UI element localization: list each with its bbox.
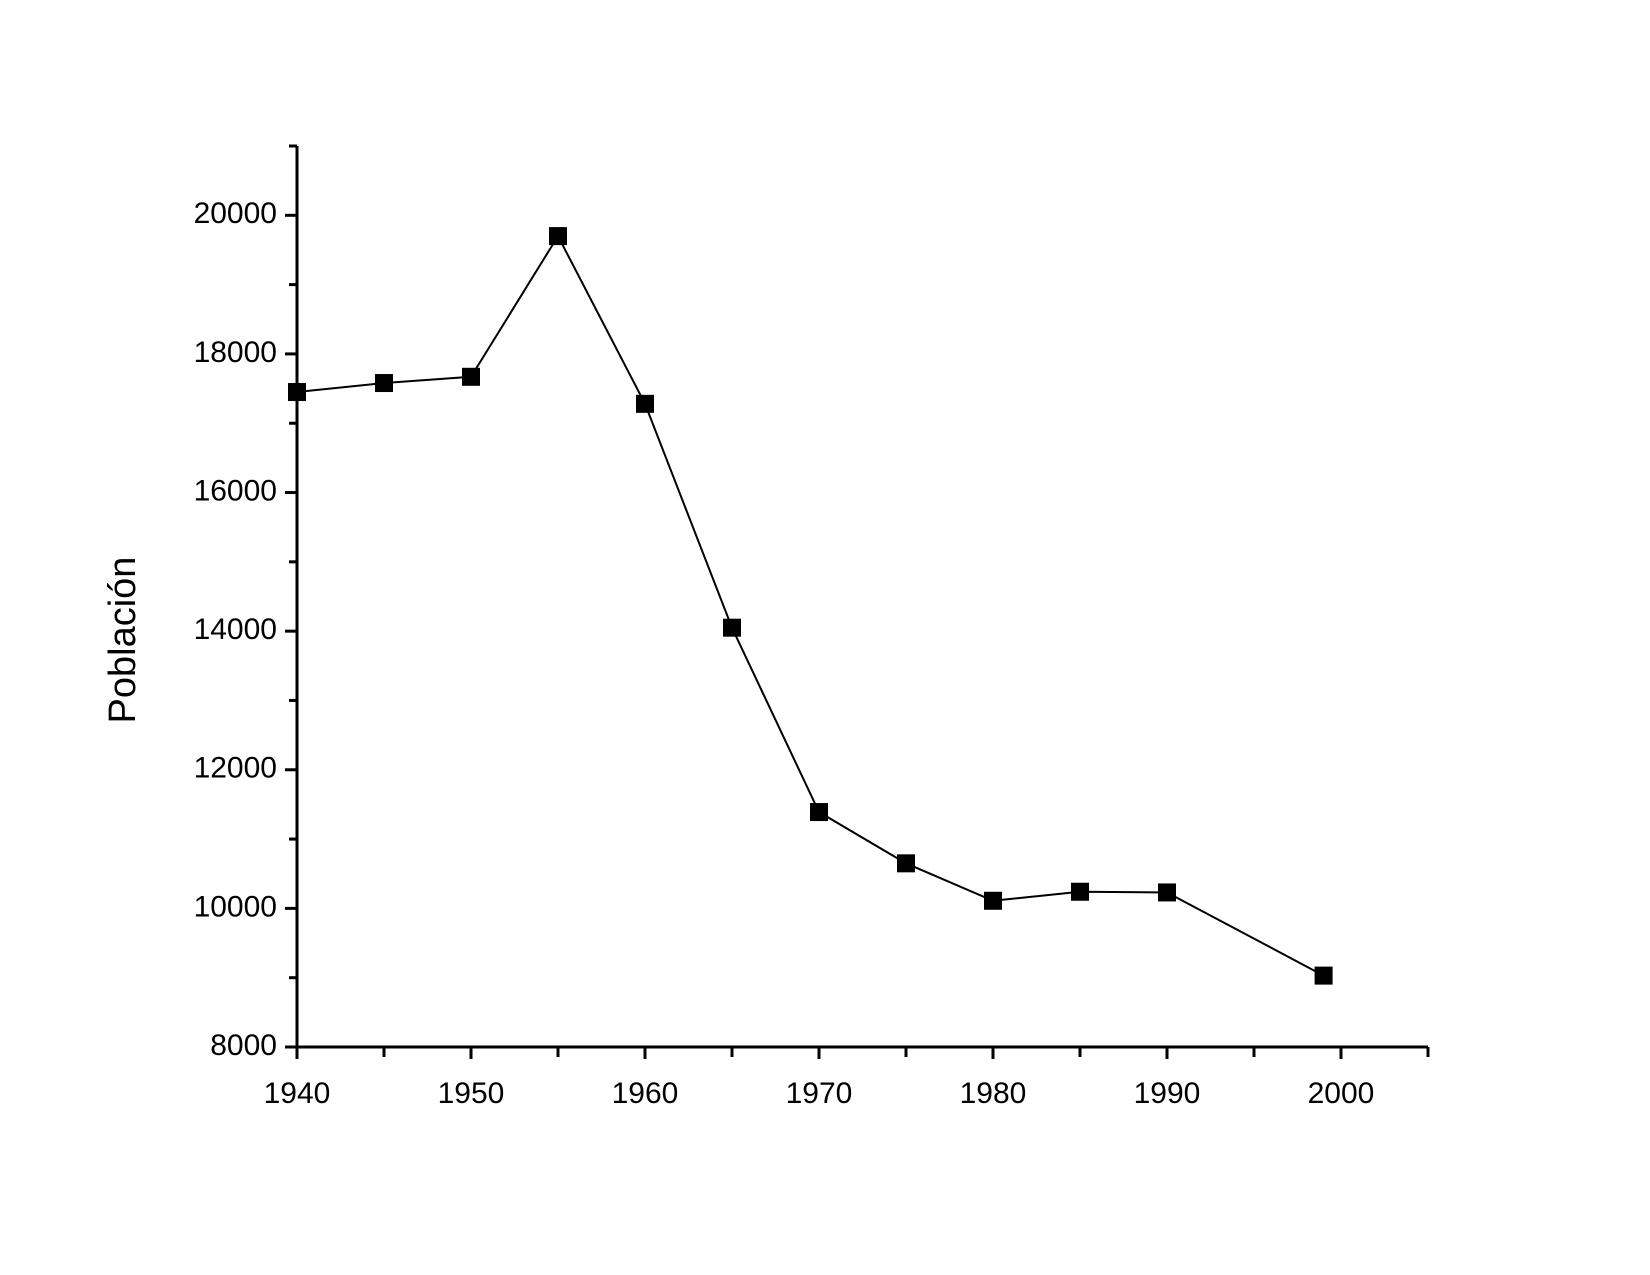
y-tick-label: 10000	[194, 890, 277, 923]
y-tick-label: 8000	[210, 1029, 277, 1062]
x-tick-label: 1960	[612, 1077, 679, 1110]
y-axis-label: Población	[102, 557, 144, 724]
y-tick-label: 20000	[194, 197, 277, 230]
marker	[897, 854, 915, 873]
y-tick-label: 14000	[194, 613, 277, 646]
marker	[1158, 883, 1176, 902]
marker	[288, 383, 306, 402]
marker	[723, 618, 741, 637]
x-tick-label: 1980	[960, 1077, 1027, 1110]
y-tick-label: 12000	[194, 752, 277, 785]
marker	[375, 374, 393, 393]
x-tick-label: 2000	[1308, 1077, 1375, 1110]
x-tick-label: 1990	[1134, 1077, 1201, 1110]
y-tick-label: 16000	[194, 474, 277, 507]
x-tick-label: 1970	[786, 1077, 853, 1110]
x-tick-label: 1950	[438, 1077, 505, 1110]
marker	[1314, 966, 1333, 985]
x-tick-label: 1940	[264, 1077, 331, 1110]
marker	[810, 803, 828, 822]
marker	[984, 891, 1002, 910]
y-tick-label: 18000	[194, 336, 277, 369]
marker	[549, 227, 567, 246]
marker	[462, 367, 480, 386]
marker	[1071, 882, 1089, 901]
marker	[636, 394, 654, 413]
series-line	[296, 234, 1325, 977]
